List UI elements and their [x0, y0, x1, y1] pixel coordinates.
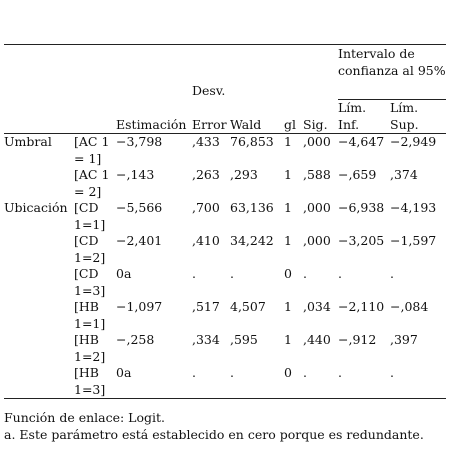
std-error-cell: ,410 [192, 233, 220, 248]
estimate-cell: −1,097 [116, 299, 163, 314]
group-label-cell [4, 233, 74, 266]
std-error-cell: ,334 [192, 332, 220, 347]
table-row: Ubicación [CD 1=1] −5,566 ,700 63,136 1 ,000 −6… [4, 200, 446, 233]
group-label-cell: Ubicación [4, 200, 68, 215]
df-cell: 1 [284, 200, 292, 215]
estimate-cell: −5,566 [116, 200, 163, 215]
std-error-cell: . [192, 365, 230, 399]
wald-cell: ,595 [230, 332, 258, 347]
wald-cell: ,293 [230, 167, 258, 182]
df-cell: 1 [284, 134, 292, 149]
df-cell: 1 [284, 167, 292, 182]
df-cell: 1 [284, 233, 292, 248]
ci-lower-cell: −,659 [338, 167, 377, 182]
footnotes: Función de enlace: Logit. a. Este paráme… [4, 410, 424, 443]
estimacion-header: Estimación [116, 99, 192, 134]
lim-sup-header: Lím. Sup. [390, 99, 446, 134]
sig-header: Sig. [303, 99, 338, 134]
table-row: [AC 1 = 2] −,143 ,263 ,293 1 ,588 −,659 ,374 [4, 167, 446, 200]
parameter-cell: [CD 1=2] [74, 233, 106, 265]
ci-lower-cell: −2,110 [338, 299, 385, 314]
lim-inf-header: Lím. Inf. [338, 99, 390, 134]
significance-cell: ,000 [303, 233, 331, 248]
group-label-cell [4, 332, 74, 365]
parameter-cell: [AC 1 = 1] [74, 134, 110, 166]
redundant-note: a. Este parámetro está establecido en ce… [4, 426, 424, 442]
estimate-cell: −2,401 [116, 233, 163, 248]
df-cell: 1 [284, 299, 292, 314]
ci-lower-cell: −4,647 [338, 134, 385, 149]
table-row: [HB 1=2] −,258 ,334 ,595 1 ,440 −,912 ,397 [4, 332, 446, 365]
ci-upper-cell: −2,949 [390, 134, 437, 149]
ci-upper-cell: −4,193 [390, 200, 437, 215]
parameter-cell: [CD 1=1] [74, 200, 106, 232]
parameter-cell: [AC 1 = 2] [74, 167, 110, 199]
estimate-cell: −,143 [116, 167, 155, 182]
table-row: [HB 1=1] −1,097 ,517 4,507 1 ,034 −2,110 −,084 [4, 299, 446, 332]
parameter-cell: [HB 1=1] [74, 299, 106, 331]
group-label-cell [4, 365, 74, 399]
estimate-cell: −,258 [116, 332, 155, 347]
std-error-cell: ,433 [192, 134, 220, 149]
significance-cell: ,000 [303, 134, 331, 149]
wald-cell: 4,507 [230, 299, 266, 314]
df-cell: 1 [284, 332, 292, 347]
wald-cell: 76,853 [230, 134, 274, 149]
ci-lower-cell: . [338, 365, 390, 399]
table-row: [CD 1=3] 0a.. 0... [4, 266, 446, 299]
table-row: [CD 1=2] −2,401 ,410 34,242 1 ,000 −3,205 −1,59… [4, 233, 446, 266]
significance-cell: ,440 [303, 332, 331, 347]
parameter-cell: [HB 1=2] [74, 332, 106, 364]
ci-upper-cell: −,084 [390, 299, 429, 314]
wald-header: Wald [230, 99, 284, 134]
std-error-cell: ,263 [192, 167, 220, 182]
wald-cell: . [230, 365, 284, 399]
desv-header: Desv. [192, 82, 226, 98]
wald-cell: 63,136 [230, 200, 274, 215]
header-blank [4, 44, 74, 61]
significance-cell: ,000 [303, 200, 331, 215]
group-label-cell [4, 266, 74, 299]
significance-cell: . [303, 266, 307, 281]
ci-group-header: Intervalo de confianza al 95% [338, 44, 446, 100]
significance-cell: ,588 [303, 167, 331, 182]
ci-lower-cell: −3,205 [338, 233, 385, 248]
parameter-estimates-table-container: Intervalo de confianza al 95% Desv. Esti… [4, 44, 446, 399]
table-row: [HB 1=3] 0a.. 0... [4, 365, 446, 399]
ci-upper-cell: −1,597 [390, 233, 437, 248]
significance-cell: ,034 [303, 299, 331, 314]
error-header: Error [192, 99, 230, 134]
table-body: Umbral [AC 1 = 1] −3,798 ,433 76,853 1 ,000 −4,… [4, 134, 446, 399]
std-error-cell: ,517 [192, 299, 220, 314]
ci-upper-cell: . [390, 365, 446, 399]
gl-header: gl [284, 99, 303, 134]
group-label-cell: Umbral [4, 134, 52, 149]
parameter-cell: [CD 1=3] [74, 266, 106, 298]
group-label-cell [4, 299, 74, 332]
parameter-cell: [HB 1=3] [74, 365, 116, 399]
parameter-estimates-table: Intervalo de confianza al 95% Desv. Esti… [4, 44, 446, 399]
std-error-cell: ,700 [192, 200, 220, 215]
ci-lower-cell: . [338, 266, 342, 281]
ci-lower-cell: −6,938 [338, 200, 385, 215]
significance-cell: . [303, 365, 338, 399]
wald-cell: 34,242 [230, 233, 274, 248]
table-row: Umbral [AC 1 = 1] −3,798 ,433 76,853 1 ,000 −4,… [4, 134, 446, 168]
estimate-cell: −3,798 [116, 134, 163, 149]
ci-upper-cell: . [390, 266, 394, 281]
ci-upper-cell: ,397 [390, 332, 418, 347]
link-function-note: Función de enlace: Logit. [4, 410, 165, 425]
estimate-cell: 0a [116, 266, 132, 281]
df-cell: 0 [284, 266, 292, 281]
ci-lower-cell: −,912 [338, 332, 377, 347]
ci-upper-cell: ,374 [390, 167, 418, 182]
wald-cell: . [230, 266, 234, 281]
std-error-cell: . [192, 266, 196, 281]
estimate-cell: 0a [116, 365, 192, 399]
df-cell: 0 [284, 365, 303, 399]
group-label-cell [4, 167, 74, 200]
